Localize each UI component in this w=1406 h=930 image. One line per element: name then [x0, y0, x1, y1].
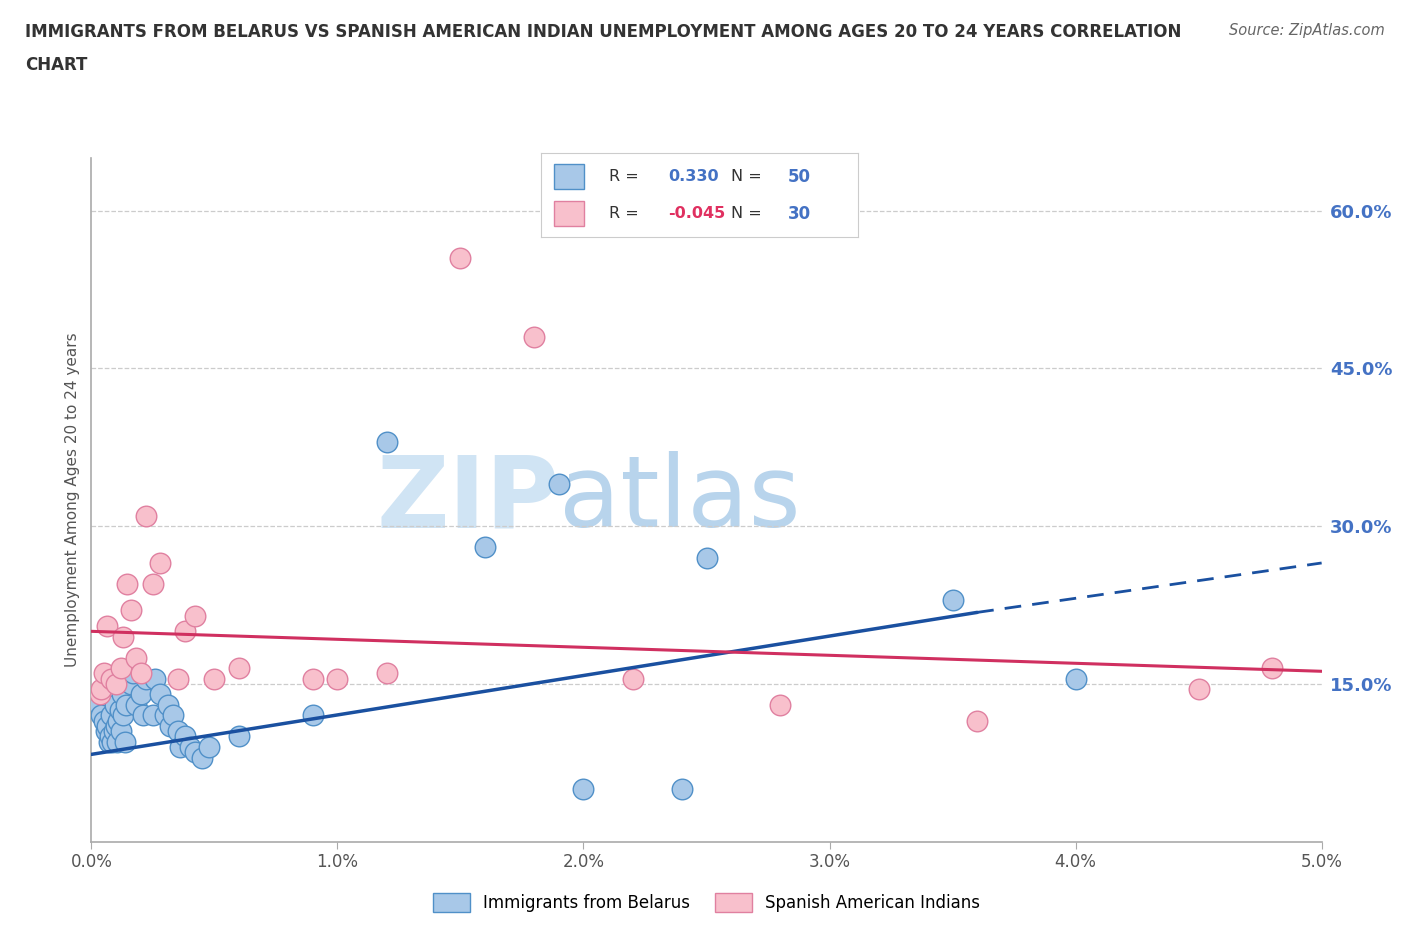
Point — [122, 666, 145, 681]
Point — [100, 671, 122, 686]
Point — [120, 676, 142, 691]
Point — [100, 708, 122, 723]
Text: 0.330: 0.330 — [668, 169, 718, 184]
Point — [696, 551, 718, 565]
Point — [103, 724, 125, 738]
Point — [93, 666, 115, 681]
Point — [202, 671, 225, 686]
Point — [135, 671, 156, 686]
Point — [107, 713, 129, 728]
Text: atlas: atlas — [558, 451, 800, 549]
Point — [671, 781, 693, 796]
Point — [145, 671, 166, 686]
Point — [1187, 682, 1209, 697]
Point — [124, 698, 148, 712]
Point — [105, 676, 127, 691]
Point — [142, 708, 165, 723]
Point — [523, 329, 546, 344]
Bar — [554, 165, 583, 190]
Point — [112, 708, 135, 723]
Point — [179, 739, 201, 754]
Point — [375, 434, 398, 449]
Point — [115, 577, 138, 591]
Point — [112, 630, 135, 644]
Text: CHART: CHART — [25, 56, 87, 73]
Point — [104, 698, 127, 712]
Point — [96, 719, 118, 734]
Text: 30: 30 — [787, 205, 811, 222]
Point — [105, 735, 128, 750]
Point — [174, 729, 197, 744]
Point — [149, 555, 172, 570]
Point — [183, 608, 207, 623]
Point — [142, 577, 165, 591]
Point — [96, 724, 117, 738]
Bar — [554, 201, 583, 226]
Point — [159, 719, 181, 734]
Point — [87, 698, 110, 712]
Point — [114, 735, 136, 750]
Point — [93, 713, 115, 728]
Point — [156, 698, 179, 712]
Point — [96, 618, 118, 633]
Text: -0.045: -0.045 — [668, 206, 725, 221]
Point — [1261, 660, 1284, 675]
Point — [474, 539, 496, 554]
Point — [966, 713, 988, 728]
Text: R =: R = — [609, 206, 644, 221]
Point — [1064, 671, 1087, 686]
Point — [120, 603, 142, 618]
Text: IMMIGRANTS FROM BELARUS VS SPANISH AMERICAN INDIAN UNEMPLOYMENT AMONG AGES 20 TO: IMMIGRANTS FROM BELARUS VS SPANISH AMERI… — [25, 23, 1181, 41]
Point — [98, 729, 121, 744]
Point — [162, 708, 184, 723]
Point — [97, 735, 120, 750]
Y-axis label: Unemployment Among Ages 20 to 24 years: Unemployment Among Ages 20 to 24 years — [65, 333, 80, 667]
Point — [621, 671, 644, 686]
Point — [326, 671, 349, 686]
Legend: Immigrants from Belarus, Spanish American Indians: Immigrants from Belarus, Spanish America… — [426, 887, 987, 919]
Point — [375, 666, 398, 681]
Text: Source: ZipAtlas.com: Source: ZipAtlas.com — [1229, 23, 1385, 38]
Point — [129, 687, 152, 702]
Point — [228, 660, 250, 675]
Text: N =: N = — [731, 206, 768, 221]
Point — [135, 508, 156, 523]
Point — [301, 708, 323, 723]
Point — [301, 671, 323, 686]
Point — [110, 660, 132, 675]
Text: 50: 50 — [787, 168, 811, 186]
Point — [105, 719, 127, 734]
Point — [110, 724, 132, 738]
Point — [149, 687, 172, 702]
Point — [198, 739, 221, 754]
Point — [90, 708, 112, 723]
Point — [166, 724, 188, 738]
Point — [547, 477, 569, 492]
Point — [90, 682, 112, 697]
Point — [191, 751, 214, 765]
Point — [129, 666, 152, 681]
Point — [174, 624, 197, 639]
Text: R =: R = — [609, 169, 644, 184]
Point — [572, 781, 595, 796]
Point — [769, 698, 792, 712]
Point — [89, 687, 111, 702]
Text: N =: N = — [731, 169, 768, 184]
Point — [228, 729, 250, 744]
Point — [101, 735, 124, 750]
Text: ZIP: ZIP — [375, 451, 558, 549]
Point — [114, 698, 138, 712]
Point — [183, 745, 207, 760]
Point — [169, 739, 191, 754]
Point — [449, 250, 471, 265]
Point — [153, 708, 177, 723]
Point — [124, 650, 148, 665]
Point — [108, 703, 131, 718]
Point — [111, 687, 134, 702]
Point — [166, 671, 188, 686]
Point — [132, 708, 155, 723]
Point — [942, 592, 965, 607]
